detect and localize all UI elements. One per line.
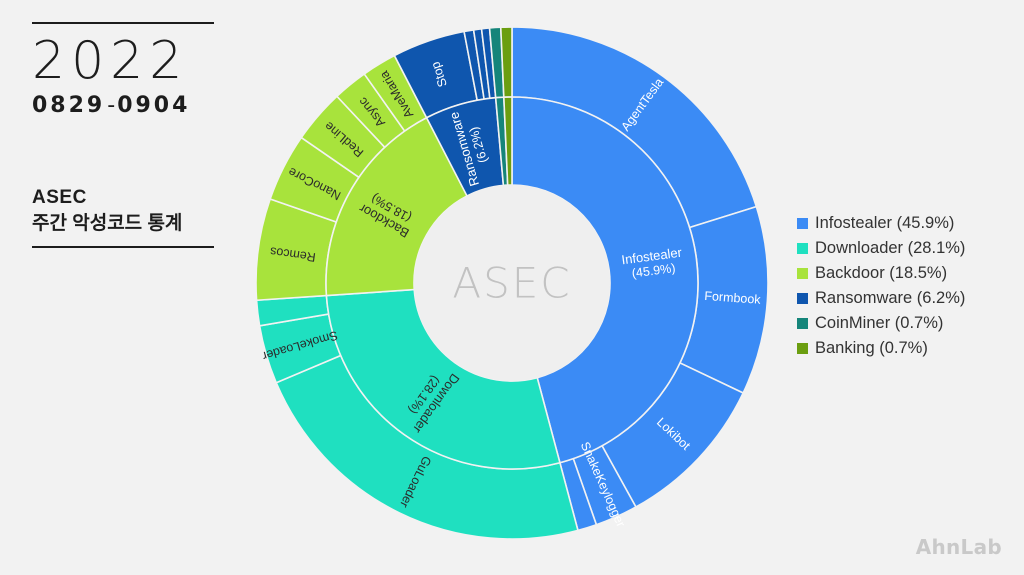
outer-ring-group (255, 26, 769, 540)
legend-item[interactable]: CoinMiner (0.7%) (797, 311, 997, 336)
legend-swatch-icon (797, 293, 808, 304)
legend-swatch-icon (797, 243, 808, 254)
title-top-rule (32, 22, 214, 24)
legend-item[interactable]: Downloader (28.1%) (797, 236, 997, 261)
date-start: 0829 (32, 92, 106, 118)
legend-item[interactable]: Ransomware (6.2%) (797, 286, 997, 311)
date-end: 0904 (117, 92, 191, 118)
subtitle-panel: ASEC 주간 악성코드 통계 (32, 185, 214, 249)
subtitle-bottom-rule (32, 246, 214, 249)
legend-swatch-icon (797, 268, 808, 279)
legend-item[interactable]: Infostealer (45.9%) (797, 211, 997, 236)
legend-swatch-icon (797, 318, 808, 329)
ahnlab-logo: AhnLab (915, 535, 1002, 559)
legend-label: Ransomware (6.2%) (815, 289, 966, 307)
legend-swatch-icon (797, 218, 808, 229)
legend-label: Backdoor (18.5%) (815, 264, 948, 282)
legend-item[interactable]: Banking (0.7%) (797, 336, 997, 361)
legend: Infostealer (45.9%) Downloader (28.1%) Bac… (797, 211, 997, 361)
report-subtitle: 주간 악성코드 통계 (32, 212, 183, 234)
legend-label: Banking (0.7%) (815, 339, 928, 357)
org-label: ASEC (32, 187, 87, 208)
inner-ring-group (325, 96, 699, 470)
center-hole (414, 185, 610, 381)
date-range-label: 0829-0904 (32, 93, 214, 118)
legend-label: Infostealer (45.9%) (815, 214, 955, 232)
legend-swatch-icon (797, 343, 808, 354)
title-panel: 2022 0829-0904 (32, 22, 214, 118)
date-separator: - (107, 92, 116, 118)
asec-center-logo: ASEC (452, 259, 571, 308)
legend-label: CoinMiner (0.7%) (815, 314, 944, 332)
legend-label: Downloader (28.1%) (815, 239, 966, 257)
legend-item[interactable]: Backdoor (18.5%) (797, 261, 997, 286)
year-label: 2022 (32, 31, 189, 91)
